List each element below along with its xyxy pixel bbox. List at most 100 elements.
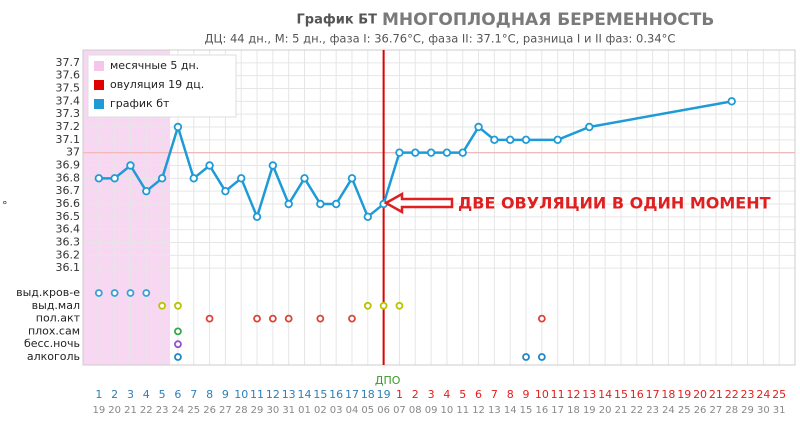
date-label: 27 bbox=[219, 405, 232, 416]
date-label: 19 bbox=[583, 405, 596, 416]
day-label: 7 bbox=[491, 388, 498, 401]
plot-frame bbox=[82, 49, 796, 366]
date-label: 04 bbox=[346, 405, 359, 416]
date-label: 28 bbox=[235, 405, 248, 416]
annotation: ДВЕ ОВУЛЯЦИИ В ОДИН МОМЕНТ bbox=[458, 194, 771, 213]
temperature-point bbox=[126, 161, 135, 170]
y-tick-label: 36.3 bbox=[56, 236, 81, 249]
day-label: 10 bbox=[535, 388, 549, 401]
temperature-point bbox=[157, 174, 167, 183]
row-label: выд.кров-е bbox=[16, 286, 80, 299]
y-tick-label: 37.6 bbox=[56, 69, 81, 82]
date-label: 25 bbox=[187, 405, 200, 416]
temperature-point bbox=[331, 199, 341, 209]
day-label: 18 bbox=[361, 388, 375, 401]
chart-title-main: МНОГОПЛОДНАЯ БЕРЕМЕННОСТЬ bbox=[382, 10, 714, 30]
legend-swatch bbox=[94, 61, 104, 71]
event-marker bbox=[174, 301, 182, 310]
day-label: 11 bbox=[250, 388, 264, 401]
temperature-point bbox=[347, 174, 357, 183]
event-marker bbox=[110, 289, 119, 297]
temperature-point bbox=[221, 186, 230, 196]
row-label: плох.сам bbox=[28, 324, 80, 337]
temperature-point bbox=[173, 122, 183, 132]
day-label: 13 bbox=[282, 388, 296, 401]
y-tick-label: 37.4 bbox=[56, 94, 81, 107]
date-label: 06 bbox=[377, 405, 390, 416]
day-label: 16 bbox=[630, 388, 644, 401]
temperature-point bbox=[252, 212, 262, 222]
date-label: 18 bbox=[567, 405, 580, 416]
date-label: 30 bbox=[757, 405, 770, 416]
chart-subtitle: ДЦ: 44 дн., М: 5 дн., фаза I: 36.76°C, ф… bbox=[205, 32, 676, 46]
date-label: 31 bbox=[282, 405, 295, 416]
date-label: 22 bbox=[140, 405, 153, 416]
event-marker bbox=[395, 301, 404, 310]
date-label: 08 bbox=[409, 405, 422, 416]
day-label: 18 bbox=[661, 388, 675, 401]
day-label: 11 bbox=[551, 388, 565, 401]
day-label: 9 bbox=[523, 388, 530, 401]
date-label: 31 bbox=[773, 405, 786, 416]
day-label: 5 bbox=[159, 388, 166, 401]
date-label: 28 bbox=[725, 405, 738, 416]
day-label: 17 bbox=[345, 388, 359, 401]
temperature-point bbox=[395, 148, 404, 157]
day-label: 4 bbox=[443, 388, 450, 401]
row-label: бесс.ночь bbox=[24, 337, 80, 350]
date-label: 30 bbox=[266, 405, 279, 416]
date-label: 23 bbox=[646, 405, 659, 416]
day-label: 20 bbox=[693, 388, 707, 401]
day-label: 25 bbox=[772, 388, 786, 401]
y-tick-label: 36.8 bbox=[56, 171, 81, 184]
day-label: 14 bbox=[298, 388, 312, 401]
date-label: 24 bbox=[172, 405, 185, 416]
y-tick-label: 36.7 bbox=[56, 184, 81, 197]
dpo-label: ДПО bbox=[375, 374, 401, 387]
date-label: 02 bbox=[314, 405, 327, 416]
temperature-point bbox=[205, 161, 214, 170]
event-marker bbox=[348, 314, 356, 323]
date-label: 17 bbox=[551, 405, 564, 416]
event-marker bbox=[94, 289, 103, 297]
y-tick-label: 36.4 bbox=[56, 223, 81, 236]
date-label: 21 bbox=[124, 405, 137, 416]
legend-label: график бт bbox=[110, 97, 170, 110]
date-label: 09 bbox=[425, 405, 438, 416]
temperature-point bbox=[94, 174, 104, 183]
date-label: 22 bbox=[630, 405, 643, 416]
annotation-arrow bbox=[383, 191, 454, 215]
day-label: 15 bbox=[313, 388, 327, 401]
temperature-point bbox=[506, 135, 515, 145]
date-label: 14 bbox=[504, 405, 517, 416]
y-tick-label: 37.3 bbox=[56, 107, 81, 120]
row-label: пол.акт bbox=[36, 312, 81, 325]
day-label: 24 bbox=[756, 388, 770, 401]
day-label: 21 bbox=[709, 388, 723, 401]
day-label: 16 bbox=[329, 388, 343, 401]
chart-title: График БТ bbox=[297, 13, 378, 28]
event-marker bbox=[363, 301, 372, 310]
date-label: 20 bbox=[108, 405, 121, 416]
temperature-point bbox=[727, 97, 736, 106]
legend-swatch bbox=[94, 99, 104, 109]
y-tick-label: 36.6 bbox=[56, 197, 81, 210]
day-label: 17 bbox=[646, 388, 660, 401]
date-label: 24 bbox=[662, 405, 675, 416]
date-label: 23 bbox=[156, 405, 169, 416]
day-label: 10 bbox=[234, 388, 248, 401]
event-marker bbox=[158, 301, 167, 310]
event-marker bbox=[316, 314, 325, 323]
date-label: 25 bbox=[678, 405, 691, 416]
date-label: 11 bbox=[456, 405, 469, 416]
date-label: 07 bbox=[393, 405, 406, 416]
temperature-point bbox=[411, 148, 420, 157]
legend-label: месячные 5 дн. bbox=[110, 59, 199, 72]
legend-box bbox=[87, 54, 237, 118]
date-label: 13 bbox=[488, 405, 501, 416]
day-label: 1 bbox=[95, 388, 102, 401]
day-label: 9 bbox=[222, 388, 229, 401]
temperature-point bbox=[316, 199, 325, 209]
event-marker bbox=[537, 314, 546, 323]
temperature-point bbox=[237, 174, 246, 183]
